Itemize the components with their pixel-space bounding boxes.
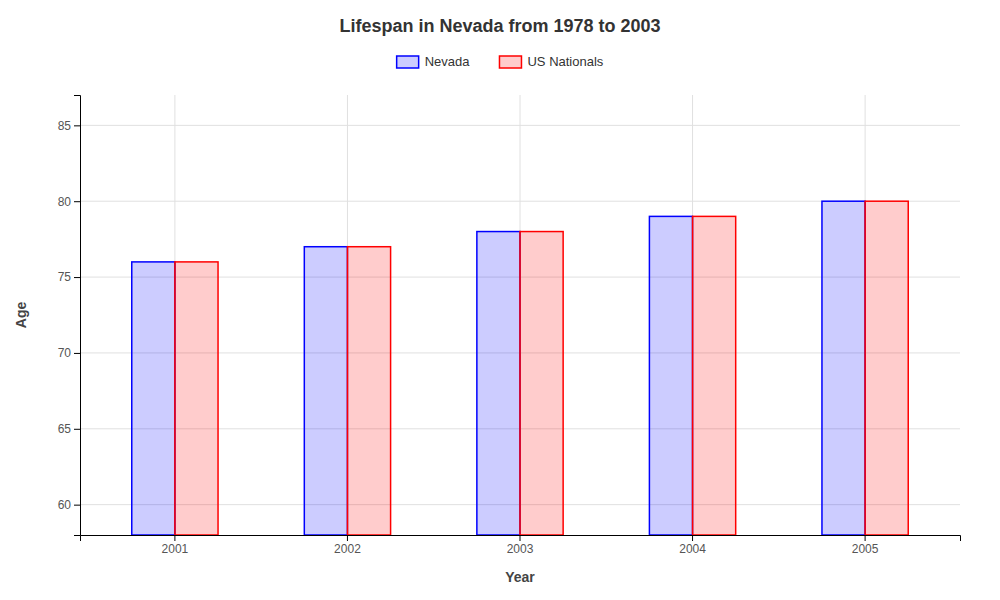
bar: [132, 262, 175, 535]
y-tick-mark: [74, 277, 80, 278]
bar: [304, 247, 347, 535]
y-tick: 65: [58, 422, 80, 436]
legend-label: US Nationals: [527, 54, 603, 69]
x-tick: 2002: [334, 535, 361, 556]
bar: [865, 201, 908, 535]
y-tick-label: 80: [58, 195, 72, 209]
y-axis: 60 65 70 75 80 85: [58, 96, 81, 536]
y-tick-mark: [74, 353, 80, 354]
title: Lifespan in Nevada from 1978 to 2003: [339, 16, 660, 36]
y-tick-label: 60: [58, 498, 72, 512]
y-tick-mark: [74, 125, 80, 126]
y-tick-label: 75: [58, 270, 72, 284]
bar: [175, 262, 218, 535]
y-tick-label: 85: [58, 119, 72, 133]
x-tick-label: 2004: [679, 542, 706, 556]
legend-item: Nevada: [397, 54, 471, 69]
grid: [80, 95, 960, 535]
bar: [649, 216, 692, 535]
x-tick-mark: [174, 535, 175, 541]
x-tick-label: 2005: [852, 542, 879, 556]
x-tick: 2005: [852, 535, 879, 556]
x-axis: 2001 2002 2003 2004 2005: [81, 535, 961, 556]
y-axis-title: Age: [13, 302, 29, 329]
y-tick-label: 65: [58, 422, 72, 436]
bar: [347, 247, 390, 535]
legend: Nevada US Nationals: [397, 54, 604, 69]
bar: [477, 232, 520, 535]
bar: [822, 201, 865, 535]
legend-item: US Nationals: [499, 54, 603, 69]
bars: [132, 201, 908, 535]
y-axis-line: [74, 96, 81, 536]
x-axis-title: Year: [505, 569, 535, 585]
x-tick-mark: [692, 535, 693, 541]
y-tick-mark: [74, 201, 80, 202]
y-tick-mark: [74, 505, 80, 506]
x-tick: 2001: [162, 535, 189, 556]
x-tick-label: 2001: [162, 542, 189, 556]
x-tick-mark: [865, 535, 866, 541]
chart: 2001 2002 2003 2004 2005 60 65 70 75 80 85 Year Age L…: [0, 0, 1000, 600]
x-tick-label: 2002: [334, 542, 361, 556]
legend-swatch: [397, 56, 419, 68]
y-tick-label: 70: [58, 346, 72, 360]
bar: [693, 216, 736, 535]
y-tick: 60: [58, 498, 80, 512]
x-tick: 2003: [507, 535, 534, 556]
x-tick-mark: [347, 535, 348, 541]
x-axis-line: [81, 536, 961, 542]
legend-swatch: [499, 56, 521, 68]
plot: 2001 2002 2003 2004 2005 60 65 70 75 80 85: [58, 95, 961, 556]
y-tick: 75: [58, 270, 80, 284]
x-tick-mark: [520, 535, 521, 541]
y-tick: 80: [58, 195, 80, 209]
x-tick: 2004: [679, 535, 706, 556]
x-tick-label: 2003: [507, 542, 534, 556]
y-tick: 85: [58, 119, 80, 133]
y-tick-mark: [74, 429, 80, 430]
bar: [520, 232, 563, 535]
y-tick: 70: [58, 346, 80, 360]
legend-label: Nevada: [425, 54, 471, 69]
